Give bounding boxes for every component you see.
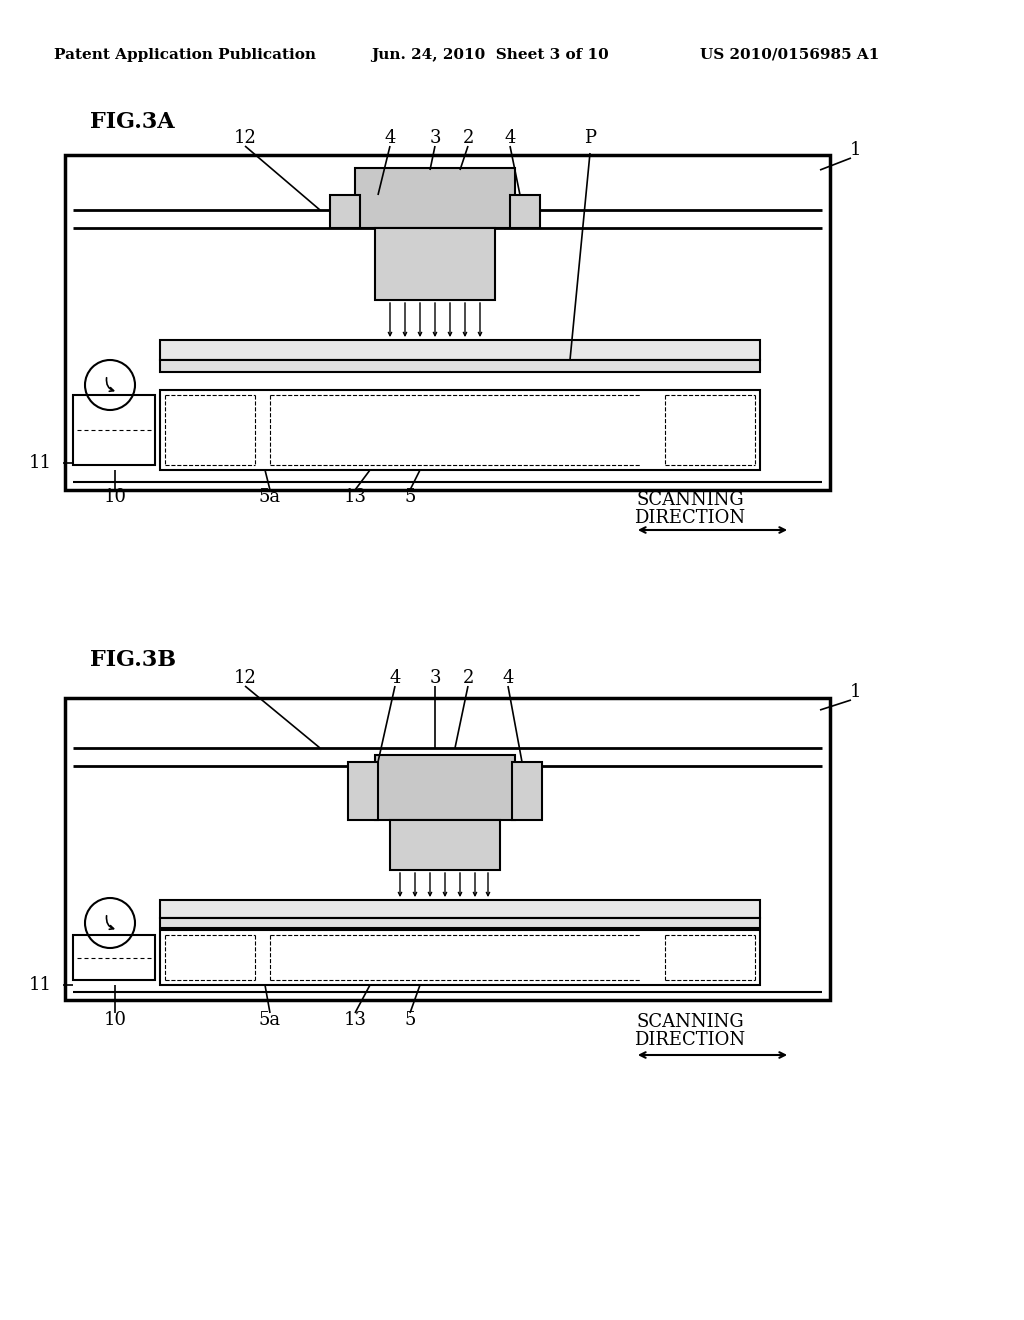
Text: 5: 5 (404, 1011, 416, 1030)
Text: US 2010/0156985 A1: US 2010/0156985 A1 (700, 48, 880, 62)
Text: 11: 11 (29, 975, 52, 994)
Text: Jun. 24, 2010  Sheet 3 of 10: Jun. 24, 2010 Sheet 3 of 10 (371, 48, 609, 62)
Text: 13: 13 (343, 1011, 367, 1030)
FancyBboxPatch shape (375, 755, 515, 820)
FancyBboxPatch shape (65, 154, 830, 490)
FancyBboxPatch shape (160, 341, 760, 360)
Text: 4: 4 (389, 669, 400, 686)
Text: 13: 13 (343, 488, 367, 506)
FancyBboxPatch shape (160, 900, 760, 917)
FancyBboxPatch shape (160, 931, 760, 985)
Text: DIRECTION: DIRECTION (635, 510, 745, 527)
Text: 4: 4 (503, 669, 514, 686)
Text: 2: 2 (462, 669, 474, 686)
Text: SCANNING: SCANNING (636, 1012, 743, 1031)
Text: 1: 1 (849, 682, 861, 701)
Text: 4: 4 (384, 129, 395, 147)
Text: 4: 4 (504, 129, 516, 147)
FancyBboxPatch shape (510, 195, 540, 228)
Text: Patent Application Publication: Patent Application Publication (54, 48, 316, 62)
Text: FIG.3A: FIG.3A (90, 111, 175, 133)
Text: 5: 5 (404, 488, 416, 506)
Text: DIRECTION: DIRECTION (635, 1031, 745, 1049)
FancyBboxPatch shape (160, 360, 760, 372)
Text: 2: 2 (462, 129, 474, 147)
FancyBboxPatch shape (348, 762, 378, 820)
Text: 5a: 5a (259, 1011, 281, 1030)
FancyBboxPatch shape (65, 698, 830, 1001)
Text: 3: 3 (429, 129, 440, 147)
Text: 10: 10 (103, 1011, 127, 1030)
Text: 10: 10 (103, 488, 127, 506)
FancyBboxPatch shape (160, 917, 760, 928)
Text: 5a: 5a (259, 488, 281, 506)
Text: FIG.3B: FIG.3B (90, 649, 176, 671)
Text: 3: 3 (429, 669, 440, 686)
Text: 1: 1 (849, 141, 861, 158)
FancyBboxPatch shape (73, 395, 155, 465)
Text: SCANNING: SCANNING (636, 491, 743, 510)
Text: P: P (584, 129, 596, 147)
FancyBboxPatch shape (355, 168, 515, 228)
Text: 12: 12 (233, 129, 256, 147)
FancyBboxPatch shape (330, 195, 360, 228)
FancyBboxPatch shape (512, 762, 542, 820)
FancyBboxPatch shape (73, 935, 155, 979)
FancyBboxPatch shape (160, 389, 760, 470)
FancyBboxPatch shape (390, 820, 500, 870)
Text: 12: 12 (233, 669, 256, 686)
FancyBboxPatch shape (375, 228, 495, 300)
Text: 11: 11 (29, 454, 52, 473)
